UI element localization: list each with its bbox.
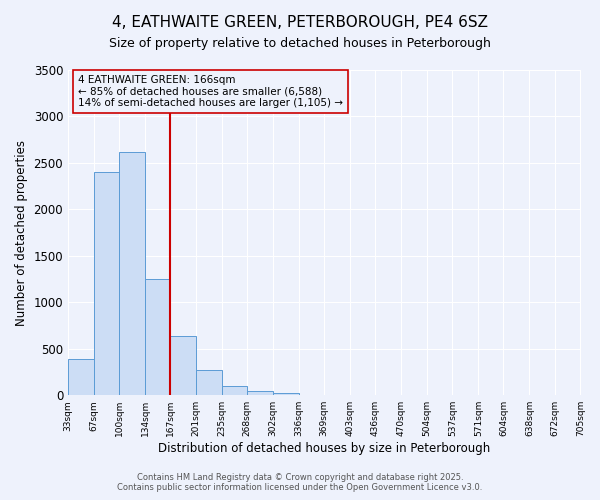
Bar	[273, 394, 299, 395]
Bar	[94, 172, 119, 395]
Bar	[119, 152, 145, 395]
Text: 4, EATHWAITE GREEN, PETERBOROUGH, PE4 6SZ: 4, EATHWAITE GREEN, PETERBOROUGH, PE4 6S…	[112, 15, 488, 30]
Bar	[145, 279, 170, 395]
Bar	[68, 359, 94, 395]
Bar	[247, 390, 273, 395]
Text: 4 EATHWAITE GREEN: 166sqm
← 85% of detached houses are smaller (6,588)
14% of se: 4 EATHWAITE GREEN: 166sqm ← 85% of detac…	[78, 75, 343, 108]
Bar	[170, 336, 196, 395]
X-axis label: Distribution of detached houses by size in Peterborough: Distribution of detached houses by size …	[158, 442, 490, 455]
Y-axis label: Number of detached properties: Number of detached properties	[15, 140, 28, 326]
Text: Contains HM Land Registry data © Crown copyright and database right 2025.
Contai: Contains HM Land Registry data © Crown c…	[118, 473, 482, 492]
Text: Size of property relative to detached houses in Peterborough: Size of property relative to detached ho…	[109, 38, 491, 51]
Bar	[196, 370, 222, 395]
Bar	[222, 386, 247, 395]
